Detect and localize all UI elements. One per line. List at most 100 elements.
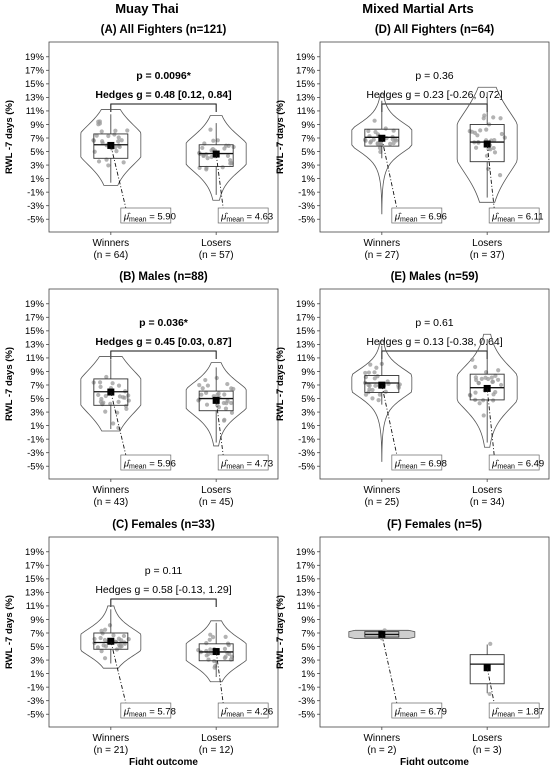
y-tick-label: -1%: [298, 187, 315, 198]
y-tick-label: 9%: [30, 615, 44, 626]
y-axis-label: RWL -7 days (%): [4, 100, 15, 174]
group-winners: μ̂mean = 5.96 Winners(n = 43): [80, 356, 176, 508]
y-tick-label: 7%: [30, 628, 44, 639]
violin-outline: [185, 620, 247, 683]
data-point: [222, 392, 227, 397]
mean-label-box: [391, 207, 443, 224]
data-point: [222, 646, 228, 651]
y-tick-label: -5%: [27, 710, 44, 721]
data-point: [478, 128, 483, 133]
mean-label-box: [217, 702, 269, 719]
data-point: [225, 398, 230, 403]
y-tick-label: 11%: [297, 601, 316, 612]
mean-value: = 5.90: [147, 212, 176, 223]
data-point: [375, 141, 380, 146]
data-point: [473, 375, 478, 380]
y-tick-label: 17%: [25, 66, 45, 77]
mean-label-box: [120, 207, 172, 224]
group-winners: μ̂mean = 6.79 Winners(n = 2): [348, 628, 447, 756]
data-point: [391, 128, 396, 133]
hedges-g-label: Hedges g = 0.45 [0.03, 0.87]: [95, 336, 231, 348]
y-tick-label: 9%: [301, 120, 315, 131]
y-tick-label: 15%: [296, 79, 316, 90]
y-tick-label: 9%: [30, 120, 44, 131]
mean-label-box: [488, 702, 540, 719]
iqr-box: [93, 133, 129, 159]
y-tick-label: 3%: [301, 655, 315, 666]
x-count-label: (n = 3): [473, 745, 502, 756]
y-tick-label: 15%: [25, 79, 45, 90]
data-point: [498, 116, 503, 121]
y-axis-label: RWL -7 days (%): [275, 100, 286, 174]
mean-leader-line: [110, 641, 127, 704]
data-point: [125, 128, 130, 133]
iqr-box: [198, 390, 234, 412]
data-point: [477, 401, 482, 406]
data-point: [214, 375, 219, 381]
group-winners: μ̂mean = 5.90 Winners(n = 64): [80, 109, 176, 261]
group-losers: μ̂mean = 6.11 Losers(n = 37): [456, 86, 544, 261]
mean-leader-line: [381, 138, 398, 209]
y-tick-label: 5%: [30, 394, 44, 405]
data-point: [95, 645, 100, 650]
violin-outline: [80, 356, 142, 432]
mean-leader-line: [215, 400, 224, 456]
x-count-label: (n = 21): [93, 745, 128, 756]
data-point: [486, 376, 491, 382]
y-tick-label: 17%: [25, 313, 45, 324]
y-tick-label: -5%: [298, 462, 315, 473]
x-category-label: Winners: [92, 733, 129, 744]
x-axis-label: Fight outcome: [129, 757, 198, 765]
data-point: [216, 391, 221, 396]
y-tick-label: 7%: [301, 380, 315, 391]
x-axis-label: Fight outcome: [400, 757, 469, 765]
y-axis-label: RWL -7 days (%): [275, 347, 286, 421]
x-count-label: (n = 43): [93, 497, 128, 508]
y-tick-label: 5%: [30, 147, 44, 158]
y-tick-label: -5%: [298, 710, 315, 721]
data-point: [209, 154, 214, 160]
x-count-label: (n = 57): [199, 250, 234, 261]
data-point: [121, 633, 127, 639]
data-point: [225, 381, 230, 387]
mean-leader-line: [381, 385, 398, 456]
mean-value: = 4.63: [244, 212, 273, 223]
y-tick-label: 19%: [25, 299, 45, 310]
mean-symbol: μ̂: [491, 459, 499, 470]
mean-leader-line: [486, 388, 495, 456]
data-point: [116, 383, 122, 388]
hedges-g-label: Hedges g = 0.13 [-0.38, 0.64]: [366, 336, 502, 348]
data-point: [102, 627, 108, 632]
data-point: [112, 132, 117, 137]
data-point: [114, 149, 119, 154]
data-point: [497, 173, 503, 178]
y-tick-label: 19%: [25, 547, 45, 558]
data-point: [210, 147, 216, 152]
y-tick-label: -3%: [27, 696, 44, 707]
y-tick-label: -5%: [27, 215, 44, 226]
data-point: [206, 651, 211, 657]
mean-symbol: μ̂: [123, 212, 131, 223]
data-point: [94, 133, 99, 138]
mean-label-box: [391, 702, 443, 719]
violin-outline: [185, 115, 247, 201]
mean-value: = 6.11: [515, 212, 544, 223]
mean-symbol: μ̂: [123, 707, 131, 718]
y-tick-label: 1%: [30, 669, 44, 680]
data-point: [493, 390, 498, 395]
y-tick-label: 17%: [296, 313, 316, 324]
mean-subscript: mean: [129, 464, 147, 471]
data-point: [370, 396, 375, 401]
violin-outline: [351, 93, 413, 215]
mean-leader-line: [110, 145, 127, 209]
y-tick-label: 5%: [301, 642, 315, 653]
mean-subscript: mean: [226, 217, 244, 224]
panel-B: (B) Males (n=88) -5% -3% -1% 1% 3% 5% 7% 9% 11% 13…: [4, 271, 279, 508]
data-point: [116, 399, 121, 404]
mean-label: μ̂mean = 6.98: [394, 459, 447, 471]
mean-leader-line: [381, 634, 398, 704]
mean-label: μ̂mean = 6.11: [491, 212, 543, 224]
x-category-label: Losers: [472, 485, 502, 496]
data-point: [372, 118, 377, 123]
x-category-label: Losers: [472, 238, 502, 249]
